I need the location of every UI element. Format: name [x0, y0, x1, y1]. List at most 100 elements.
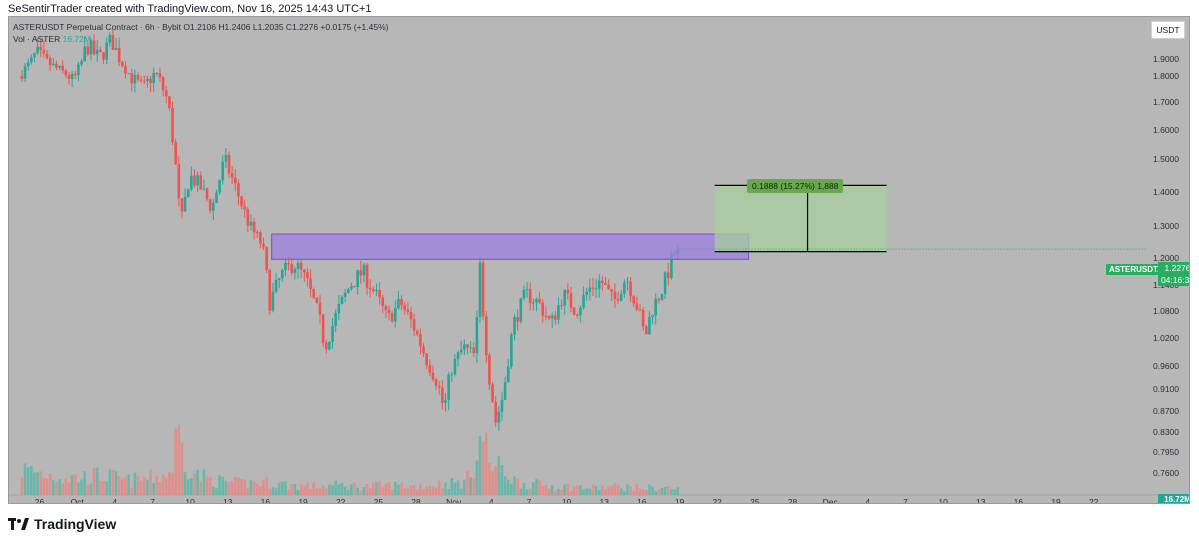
candle-body [488, 355, 491, 385]
y-tick-label: 1.3000 [1153, 221, 1179, 231]
candle-body [114, 47, 118, 50]
x-tick-label: 4 [865, 497, 870, 503]
volume-bar [230, 481, 234, 495]
candle-body [142, 80, 146, 82]
volume-bar [77, 482, 80, 495]
candle-body [346, 288, 350, 293]
volume-bar [415, 489, 419, 495]
candle-body [334, 313, 337, 326]
volume-bar [190, 478, 193, 495]
volume-bar [92, 467, 96, 495]
currency-unit-button[interactable]: USDT [1151, 21, 1185, 39]
candle-body [130, 73, 134, 84]
candle-body [205, 188, 209, 200]
chart-canvas[interactable]: 1.9000 1.8000 1.7000 1.6000 1.5000 1.4000 1.30… [9, 17, 1189, 503]
candle-body [252, 221, 256, 233]
volume-bar [133, 472, 137, 495]
volume-bar [152, 483, 156, 495]
volume-bar [412, 485, 416, 495]
candle-body [299, 263, 303, 270]
volume-bar [99, 480, 102, 495]
candle-body [259, 232, 262, 244]
candle-body [654, 298, 658, 316]
volume-bar [613, 482, 617, 495]
volume-bar [64, 478, 68, 495]
candle-body [588, 287, 592, 292]
candle-body [651, 315, 654, 318]
candle-body [547, 316, 551, 319]
candle-body [522, 290, 526, 299]
candle-body [554, 315, 557, 320]
volume-bar [246, 488, 250, 495]
chart-pane[interactable]: 1.9000 1.8000 1.7000 1.6000 1.5000 1.4000 1.30… [8, 16, 1190, 504]
volume-bar [183, 471, 187, 495]
candle-body [227, 154, 231, 174]
candle-body [525, 288, 529, 291]
candle-body [183, 196, 187, 212]
candle-body [591, 287, 595, 289]
candle-body [412, 319, 416, 331]
volume-bar [359, 490, 363, 495]
candle-body [541, 302, 545, 316]
tradingview-logo-icon [8, 518, 29, 530]
candle-body [516, 317, 519, 322]
candle-body [212, 202, 215, 211]
volume-bar [368, 487, 372, 495]
x-tick-label: 4 [112, 497, 117, 503]
volume-bar [481, 441, 485, 495]
volume-bar [541, 485, 545, 495]
volume-bar [550, 485, 554, 495]
y-tick-label: 0.7600 [1153, 468, 1179, 478]
candle-body [648, 317, 651, 335]
legend-ohlc: ASTERUSDT Perpetual Contract · 6h · Bybi… [13, 22, 389, 32]
candle-body [293, 268, 297, 274]
candle-body [372, 289, 375, 292]
volume-bar [334, 480, 337, 495]
volume-bar [281, 481, 284, 495]
candle-body [246, 209, 250, 226]
candle-body [39, 46, 43, 51]
candle-body [281, 270, 284, 279]
candle-body [136, 74, 140, 80]
candle-body [92, 40, 96, 55]
candle-body [139, 79, 143, 81]
candle-body [111, 35, 115, 50]
volume-bar [136, 475, 140, 495]
volume-bar [139, 480, 143, 495]
volume-bar [610, 485, 614, 495]
candle-body [428, 364, 432, 373]
volume-bar [528, 488, 532, 495]
volume-bar [673, 489, 676, 495]
x-tick-label: 4 [489, 497, 494, 503]
volume-bar [466, 470, 469, 495]
candle-body [478, 262, 482, 317]
candle-body [233, 177, 237, 184]
candle-body [437, 385, 441, 388]
y-tick-label: 1.7000 [1153, 97, 1179, 107]
x-tick-label: 16 [637, 497, 647, 503]
y-tick-label: 1.2000 [1153, 253, 1179, 263]
candle-body [425, 353, 428, 365]
volume-bar [497, 455, 501, 495]
volume-bar [381, 487, 385, 495]
candle-body [99, 49, 102, 53]
volume-bar [174, 428, 177, 495]
candle-body [55, 63, 58, 68]
volume-bar [205, 476, 209, 495]
candle-body [284, 262, 287, 271]
volume-bar [607, 486, 610, 495]
volume-bar [127, 474, 130, 495]
candle-body [375, 290, 378, 292]
candle-body [356, 270, 359, 287]
candle-body [400, 298, 403, 306]
candle-body [33, 53, 36, 58]
volume-bar [525, 489, 529, 495]
candle-body [594, 288, 598, 290]
volume-bar [575, 485, 579, 495]
candle-body [73, 73, 77, 76]
x-tick-label: 13 [600, 497, 610, 503]
tradingview-logo: TradingView [8, 516, 116, 532]
volume-bar [80, 479, 83, 495]
volume-bar [544, 484, 548, 495]
candle-body [641, 309, 645, 327]
